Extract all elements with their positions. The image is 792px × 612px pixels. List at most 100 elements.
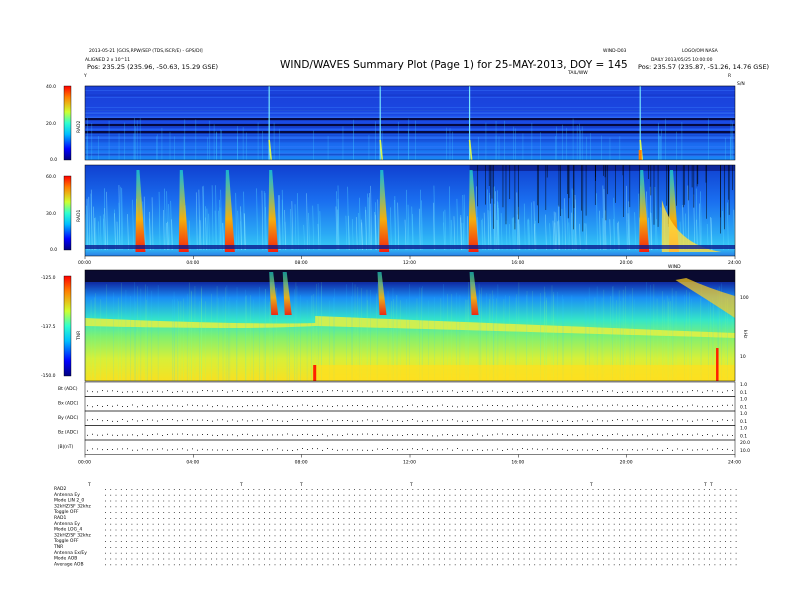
status-dot xyxy=(317,506,318,508)
status-dot xyxy=(650,523,652,525)
status-dot xyxy=(158,547,159,548)
rad1-streak xyxy=(312,205,315,251)
status-dot xyxy=(279,529,281,531)
strip-data-point xyxy=(637,434,638,436)
strip-data-point xyxy=(232,390,233,392)
strip-data-point xyxy=(332,390,333,392)
strip-data-point xyxy=(697,390,698,392)
status-dot xyxy=(428,512,430,513)
status-dot xyxy=(269,558,271,560)
status-dot xyxy=(507,489,509,490)
strip-data-point xyxy=(722,419,723,421)
status-dot xyxy=(502,506,504,508)
status-dot xyxy=(195,547,196,548)
status-dot xyxy=(529,518,530,519)
status-dot xyxy=(226,512,228,513)
strip-data-point xyxy=(677,448,678,450)
status-dot xyxy=(285,547,286,548)
status-dot xyxy=(582,500,583,502)
status-dot xyxy=(242,558,244,560)
status-dot xyxy=(232,558,233,560)
strip-label: |B|(nT) xyxy=(58,444,73,450)
status-dot xyxy=(619,535,620,537)
info-row: Mode AOB xyxy=(54,556,77,562)
status-dot xyxy=(354,523,355,525)
strip-data-point xyxy=(437,435,438,437)
status-dot xyxy=(327,523,329,525)
status-dot xyxy=(226,518,228,519)
status-dot xyxy=(295,500,297,502)
strip-data-point xyxy=(127,448,128,450)
strip-data-point xyxy=(147,406,148,408)
strip-data-point xyxy=(447,406,448,407)
status-dot xyxy=(481,506,483,508)
status-dot xyxy=(370,500,371,502)
status-dot xyxy=(433,512,435,513)
rad1-streak xyxy=(261,190,264,251)
status-dot xyxy=(587,552,589,554)
strip-data-point xyxy=(487,404,488,406)
status-dot xyxy=(264,506,265,508)
status-dot xyxy=(650,512,652,513)
strip-xtick-label: 16:00 xyxy=(511,460,524,466)
status-dot xyxy=(433,506,435,508)
strip-data-point xyxy=(262,404,263,406)
status-dot xyxy=(645,541,647,542)
strip-xtick-label: 20:00 xyxy=(620,460,633,466)
status-dot xyxy=(364,500,366,502)
status-dot xyxy=(179,564,180,566)
status-dot xyxy=(317,547,318,548)
status-dot xyxy=(640,512,642,513)
status-dot xyxy=(725,523,726,525)
status-dot xyxy=(211,494,212,496)
tnr-panel: TNR -125.0 -137.5 -150.0 100 10 WIND kHz xyxy=(41,264,749,382)
tnr-burst xyxy=(269,272,279,315)
status-dot xyxy=(465,552,467,554)
strip-data-point xyxy=(382,419,383,421)
strip-data-point xyxy=(592,420,593,422)
status-dot xyxy=(560,500,562,502)
status-dot xyxy=(226,500,228,502)
strip-data-point xyxy=(457,448,458,449)
status-dot xyxy=(131,489,133,490)
status-dot xyxy=(332,529,334,531)
status-dot xyxy=(491,494,493,496)
status-dot xyxy=(507,518,509,519)
strip-data-point xyxy=(617,391,618,393)
status-dot xyxy=(391,500,392,502)
strip-data-point xyxy=(572,434,573,436)
strip-data-point xyxy=(387,405,388,407)
status-dot xyxy=(184,552,186,554)
strip-data-point xyxy=(667,390,668,392)
rad1-streak xyxy=(687,185,690,251)
status-dot xyxy=(110,489,112,490)
status-dot xyxy=(274,552,276,554)
status-dot xyxy=(380,518,382,519)
status-dot xyxy=(105,529,106,531)
status-dot xyxy=(226,552,228,554)
status-dot xyxy=(285,489,286,490)
status-dot xyxy=(672,552,673,554)
status-dot xyxy=(274,535,276,537)
status-dot xyxy=(385,529,387,531)
status-dot xyxy=(237,535,239,537)
strip-data-point xyxy=(327,435,328,437)
status-dot xyxy=(709,494,710,496)
status-dot xyxy=(534,552,536,554)
status-dot xyxy=(232,489,233,490)
status-dot xyxy=(142,552,143,554)
info-row: Antenna Ey xyxy=(54,492,80,498)
rad1-streak xyxy=(432,202,435,251)
status-dot xyxy=(242,529,244,531)
status-dot xyxy=(619,552,620,554)
rad1-streak xyxy=(613,219,615,251)
status-dot xyxy=(529,506,530,508)
strip-data-point xyxy=(702,435,703,436)
status-dot xyxy=(719,506,721,508)
status-dot xyxy=(534,518,536,519)
status-dot xyxy=(248,512,249,513)
strip-data-point xyxy=(402,448,403,450)
status-dot xyxy=(576,564,578,566)
status-dot xyxy=(719,529,721,531)
